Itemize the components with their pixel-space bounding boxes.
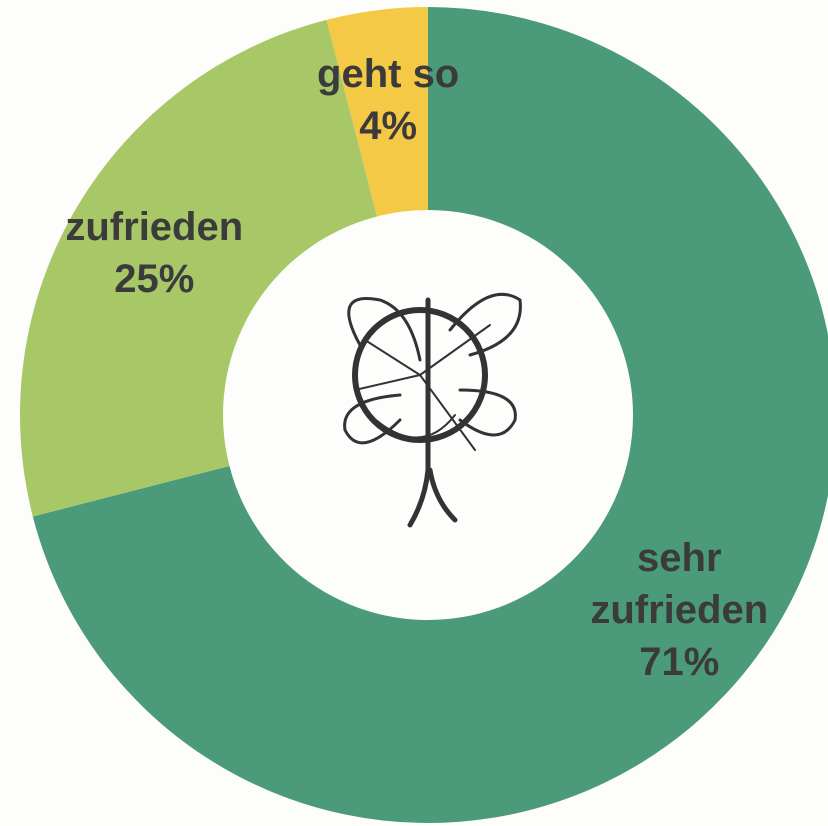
category-label: sehr zufrieden [579,532,779,636]
category-label: zufrieden [34,201,274,253]
logo [345,294,521,525]
value-label: 25% [34,253,274,305]
page: sehr zufrieden71%zufrieden25%geht so4% (… [0,0,828,826]
category-label: geht so [268,48,508,100]
value-label: 4% [268,100,508,152]
value-label: 71% [579,636,779,688]
